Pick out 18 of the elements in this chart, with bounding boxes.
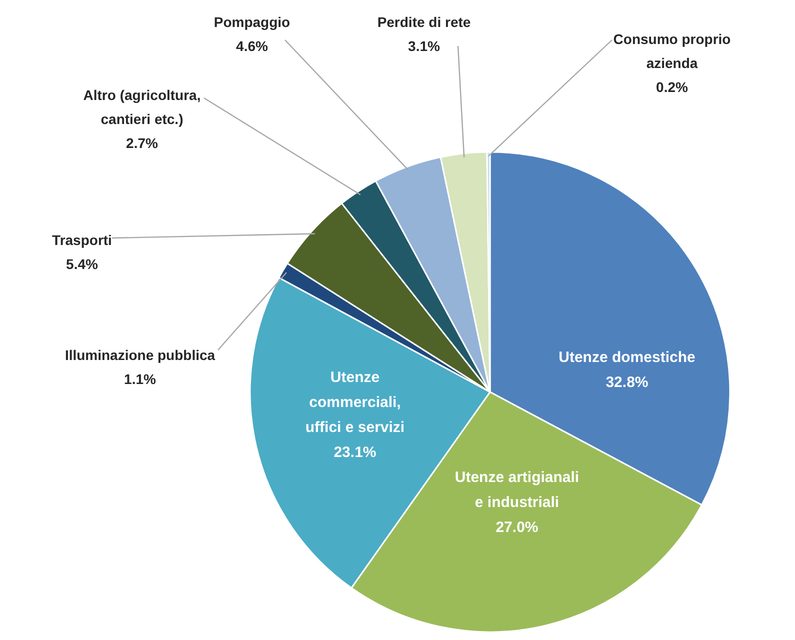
data-label: 2.7% <box>126 135 158 151</box>
slice-label: Utenze commerciali, uffici e servizi <box>305 369 405 436</box>
data-label: 1.1% <box>124 371 156 387</box>
slice-label: Trasporti <box>52 232 112 248</box>
slice-label: Consumo proprio azienda <box>613 31 731 71</box>
data-label: 23.1% <box>334 444 376 461</box>
data-label: 3.1% <box>408 38 440 54</box>
data-label: 4.6% <box>236 38 268 54</box>
data-label: 0.2% <box>656 79 688 95</box>
data-label: 27.0% <box>496 519 538 536</box>
slice-label: Utenze artigianali e industriali <box>454 469 580 511</box>
slice-label: Pompaggio <box>214 14 290 30</box>
slice-label: Perdite di rete <box>377 14 471 30</box>
slice-label: Illuminazione pubblica <box>64 347 216 363</box>
data-label: 5.4% <box>66 256 98 272</box>
slice-label: Altro (agricoltura, cantieri etc.) <box>83 87 201 127</box>
slice-label: Utenze domestiche <box>558 349 696 366</box>
data-label: 32.8% <box>606 374 648 391</box>
